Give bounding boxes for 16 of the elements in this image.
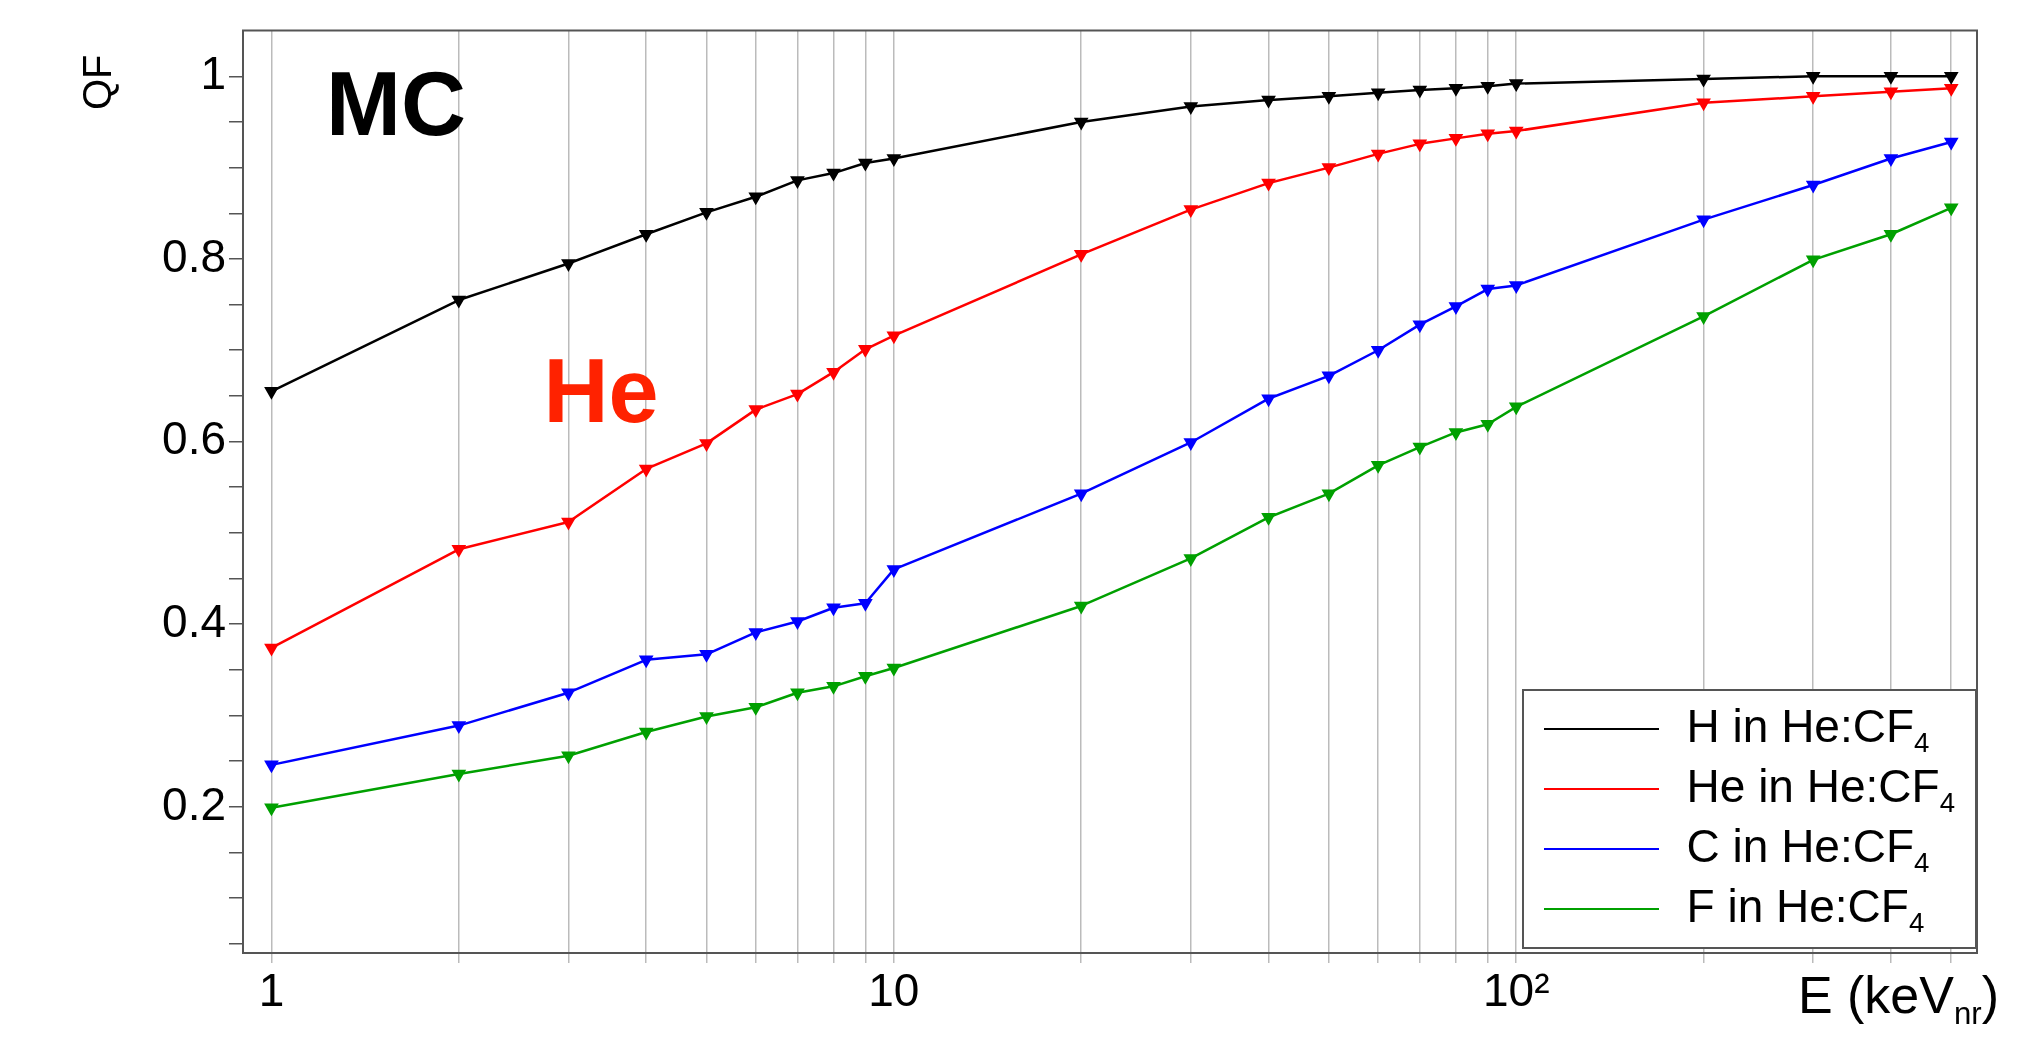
chart-title: MC [326, 54, 466, 155]
x-tick-label: 10 [868, 964, 920, 1017]
y-tick-label: 0.2 [162, 777, 226, 830]
x-tick-label: 1 [258, 964, 285, 1017]
legend-label: F in He:CF$_{4}$ [1686, 878, 1925, 940]
x-axis-title: E (keV$_{nr}$) [1797, 965, 1999, 1033]
y-tick-label: 1 [200, 46, 226, 99]
y-tick-label: 0.6 [162, 412, 226, 465]
y-tick-label: 0.8 [162, 229, 226, 282]
legend-label: C in He:CF$_{4}$ [1686, 818, 1930, 880]
x-tick-label: 10² [1482, 964, 1550, 1017]
y-tick-label: 0.4 [162, 594, 226, 647]
legend-label: He in He:CF$_{4}$ [1686, 758, 1955, 820]
y-axis-title: QF [75, 54, 120, 110]
annotation: He [543, 341, 659, 442]
legend-label: H in He:CF$_{4}$ [1686, 698, 1930, 760]
